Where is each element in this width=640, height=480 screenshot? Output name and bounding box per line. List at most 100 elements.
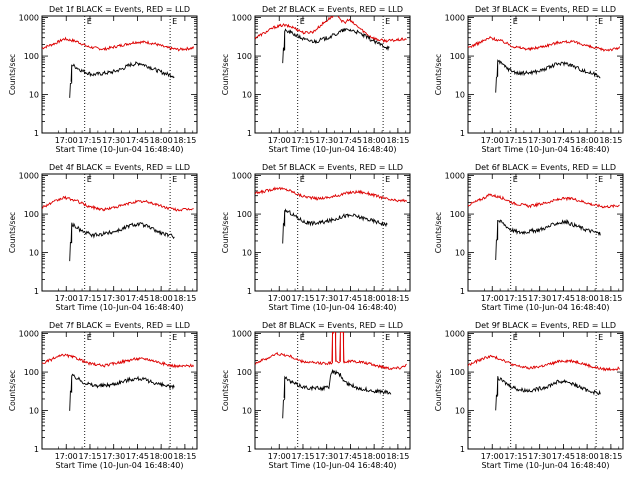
x-axis-label: Start Time (10-Jun-04 16:48:40) xyxy=(482,303,610,312)
marker-label: E xyxy=(385,333,390,342)
plot-frame xyxy=(254,173,411,292)
chart-panel-8: Det 8f BLACK = Events, RED = LLD 1 10 100 10… xyxy=(221,321,411,470)
x-tick-label: 18:00 xyxy=(150,136,173,145)
y-axis-label: Counts/sec xyxy=(434,370,443,411)
plot-frame xyxy=(467,15,624,134)
x-tick-label: 17:30 xyxy=(315,136,338,145)
marker-label: E xyxy=(87,17,92,26)
series-line-events xyxy=(282,208,388,244)
x-tick-label: 18:00 xyxy=(363,136,386,145)
x-tick-label: 17:00 xyxy=(55,294,78,303)
series-line-lld xyxy=(255,186,407,203)
x-axis-label: Start Time (10-Jun-04 16:48:40) xyxy=(56,303,184,312)
series-line-lld xyxy=(468,354,620,372)
series-line-lld xyxy=(255,332,407,371)
y-tick-label: 100 xyxy=(24,368,39,377)
y-tick-label: 1 xyxy=(247,129,252,138)
x-axis-label: Start Time (10-Jun-04 16:48:40) xyxy=(56,461,184,470)
series-line-events xyxy=(495,376,601,411)
x-tick-label: 18:15 xyxy=(173,294,196,303)
series-line-events xyxy=(282,27,390,64)
x-tick-label: 18:15 xyxy=(386,136,409,145)
marker-label: E xyxy=(300,17,305,26)
marker-label: E xyxy=(87,333,92,342)
x-tick-label: 17:00 xyxy=(268,294,291,303)
y-tick-label: 100 xyxy=(24,210,39,219)
y-tick-label: 1 xyxy=(460,445,465,454)
y-tick-label: 10 xyxy=(455,249,465,258)
chart-panel-2: Det 2f BLACK = Events, RED = LLD 1 10 100 10… xyxy=(221,5,411,154)
y-tick-label: 1000 xyxy=(232,172,252,181)
y-tick-label: 100 xyxy=(237,52,252,61)
marker-label: E xyxy=(172,175,177,184)
y-tick-label: 1000 xyxy=(445,172,465,181)
series-line-lld xyxy=(468,35,621,52)
x-tick-label: 17:00 xyxy=(268,452,291,461)
y-tick-label: 100 xyxy=(450,368,465,377)
x-tick-label: 17:30 xyxy=(315,294,338,303)
x-tick-label: 17:30 xyxy=(102,294,125,303)
marker-label: E xyxy=(87,175,92,184)
x-tick-label: 18:15 xyxy=(599,294,622,303)
y-tick-label: 1000 xyxy=(232,14,252,23)
y-axis-label: Counts/sec xyxy=(221,212,230,253)
y-axis-label: Counts/sec xyxy=(8,212,17,253)
chart-panel-4: Det 4f BLACK = Events, RED = LLD 1 10 100 10… xyxy=(8,163,198,312)
y-tick-label: 100 xyxy=(237,210,252,219)
x-axis-label: Start Time (10-Jun-04 16:48:40) xyxy=(482,145,610,154)
x-tick-label: 17:00 xyxy=(268,136,291,145)
y-tick-label: 1000 xyxy=(19,172,39,181)
x-tick-label: 17:15 xyxy=(291,136,314,145)
x-axis-label: Start Time (10-Jun-04 16:48:40) xyxy=(482,461,610,470)
plot-frame xyxy=(41,15,198,134)
chart-title: Det 4f BLACK = Events, RED = LLD xyxy=(49,163,190,172)
x-axis-label: Start Time (10-Jun-04 16:48:40) xyxy=(56,145,184,154)
x-tick-label: 17:30 xyxy=(315,452,338,461)
chart-title: Det 2f BLACK = Events, RED = LLD xyxy=(262,5,403,14)
y-tick-label: 1 xyxy=(34,129,39,138)
x-tick-label: 17:45 xyxy=(339,452,362,461)
x-tick-label: 17:30 xyxy=(102,136,125,145)
series-line-events xyxy=(495,218,601,261)
plot-frame xyxy=(254,15,411,134)
series-line-lld xyxy=(42,353,194,369)
series-line-events xyxy=(69,61,175,98)
marker-label: E xyxy=(172,17,177,26)
x-tick-label: 17:00 xyxy=(481,452,504,461)
y-axis-label: Counts/sec xyxy=(221,370,230,411)
x-tick-label: 17:15 xyxy=(78,452,101,461)
y-tick-label: 1000 xyxy=(232,330,252,339)
marker-label: E xyxy=(300,175,305,184)
chart-panel-6: Det 6f BLACK = Events, RED = LLD 1 10 100 10… xyxy=(434,163,624,312)
x-tick-label: 18:15 xyxy=(599,136,622,145)
chart-panel-1: Det 1f BLACK = Events, RED = LLD 1 10 100 10… xyxy=(8,5,198,154)
x-tick-label: 17:00 xyxy=(481,294,504,303)
y-tick-label: 10 xyxy=(455,91,465,100)
x-tick-label: 18:00 xyxy=(576,452,599,461)
x-tick-label: 18:00 xyxy=(576,136,599,145)
x-tick-label: 17:15 xyxy=(291,452,314,461)
y-axis-label: Counts/sec xyxy=(8,370,17,411)
chart-panel-9: Det 9f BLACK = Events, RED = LLD 1 10 100 10… xyxy=(434,321,624,470)
x-tick-label: 18:00 xyxy=(576,294,599,303)
x-tick-label: 17:30 xyxy=(528,136,551,145)
marker-label: E xyxy=(598,17,603,26)
chart-title: Det 8f BLACK = Events, RED = LLD xyxy=(262,321,403,330)
y-tick-label: 10 xyxy=(455,407,465,416)
marker-label: E xyxy=(513,17,518,26)
y-tick-label: 1 xyxy=(247,287,252,296)
marker-label: E xyxy=(300,333,305,342)
chart-title: Det 1f BLACK = Events, RED = LLD xyxy=(49,5,190,14)
x-tick-label: 18:15 xyxy=(386,294,409,303)
x-tick-label: 18:15 xyxy=(173,136,196,145)
x-tick-label: 17:00 xyxy=(55,136,78,145)
x-tick-label: 17:30 xyxy=(528,452,551,461)
y-tick-label: 10 xyxy=(242,249,252,258)
series-line-events xyxy=(282,368,392,419)
plot-frame xyxy=(467,331,624,450)
y-tick-label: 10 xyxy=(29,249,39,258)
chart-panel-3: Det 3f BLACK = Events, RED = LLD 1 10 100 10… xyxy=(434,5,624,154)
y-axis-label: Counts/sec xyxy=(434,212,443,253)
x-axis-label: Start Time (10-Jun-04 16:48:40) xyxy=(269,461,397,470)
